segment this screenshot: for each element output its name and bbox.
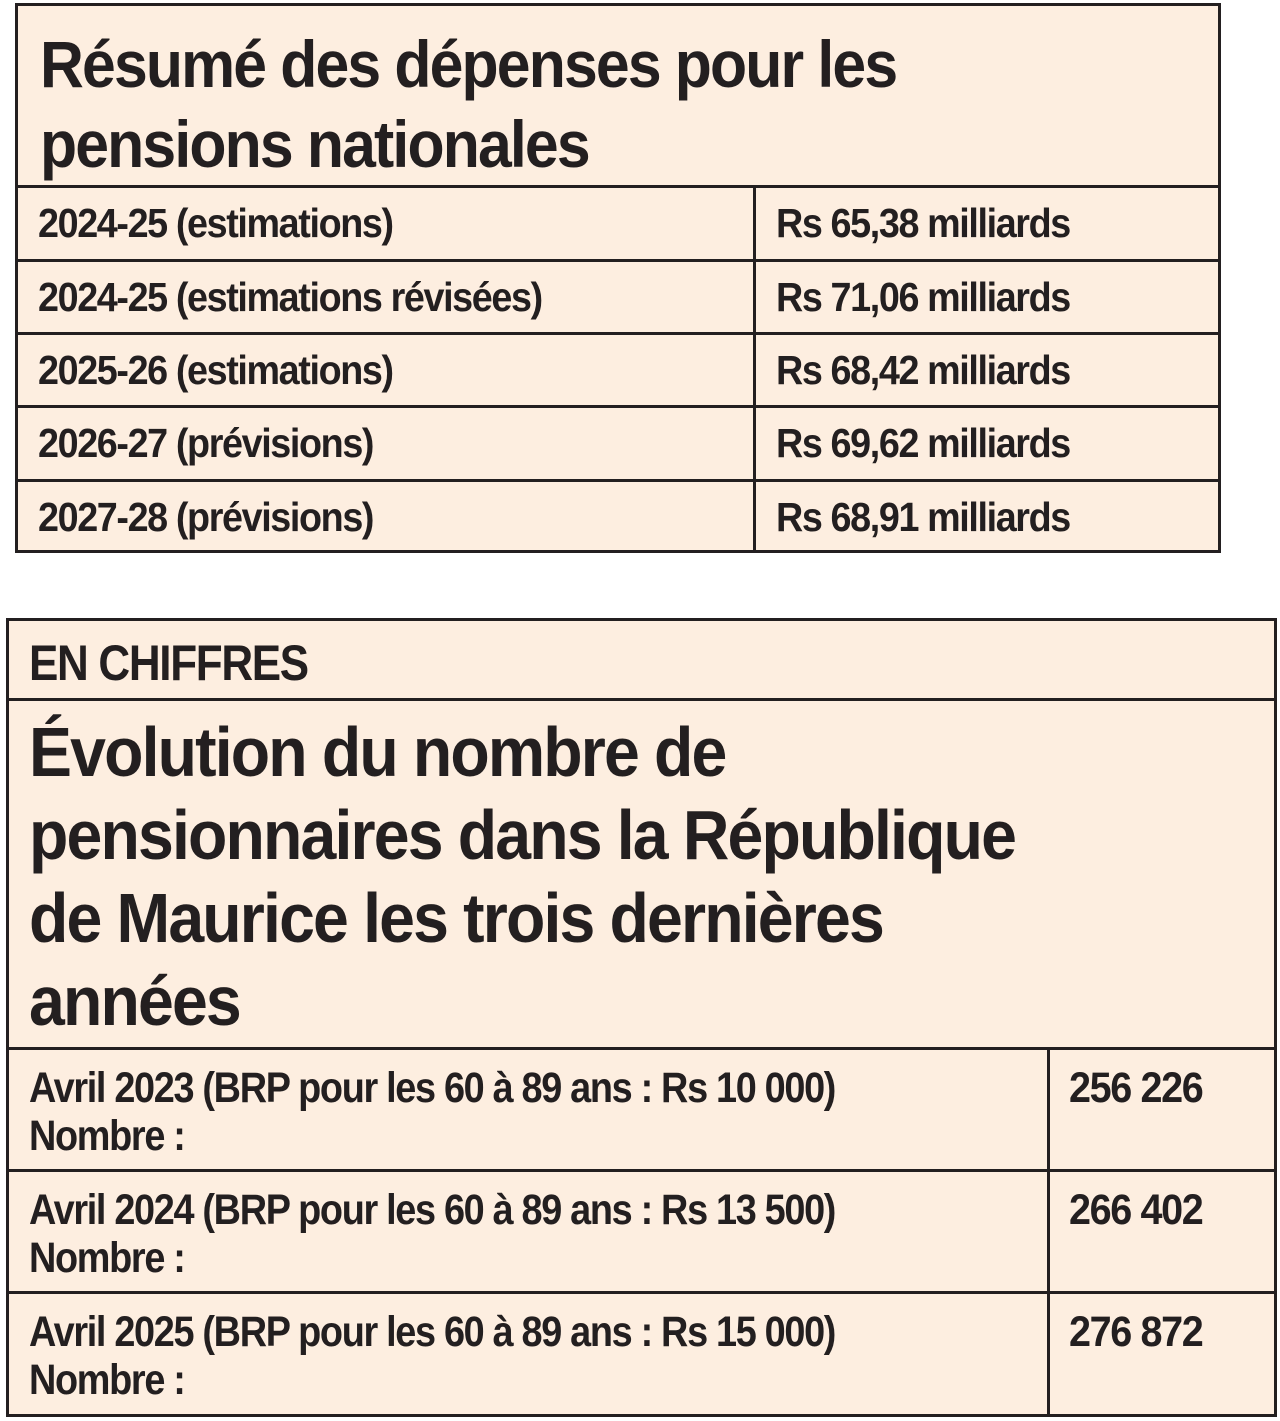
row-amount: Rs 68,91 milliards bbox=[776, 494, 1071, 540]
table-title: Évolution du nombre de pensionnaires dan… bbox=[29, 711, 1017, 1043]
table-title: Résumé des dépenses pour les pensions na… bbox=[40, 24, 898, 184]
column-divider bbox=[753, 188, 756, 550]
row-period: 2027-28 (prévisions) bbox=[38, 494, 374, 540]
row-description: Avril 2024 (BRP pour les 60 à 89 ans : R… bbox=[29, 1186, 836, 1234]
divider bbox=[18, 259, 1218, 262]
row-period: 2025-26 (estimations) bbox=[38, 347, 394, 393]
divider bbox=[9, 1291, 1274, 1294]
divider bbox=[18, 185, 1218, 188]
divider bbox=[9, 698, 1274, 701]
pensioners-table: EN CHIFFRES Évolution du nombre de pensi… bbox=[6, 618, 1277, 1417]
divider bbox=[18, 479, 1218, 482]
row-amount: Rs 69,62 milliards bbox=[776, 420, 1071, 466]
row-amount: Rs 65,38 milliards bbox=[776, 200, 1071, 246]
row-amount: Rs 68,42 milliards bbox=[776, 347, 1071, 393]
column-divider bbox=[1047, 1050, 1050, 1414]
divider bbox=[9, 1169, 1274, 1172]
row-value: 256 226 bbox=[1069, 1064, 1204, 1112]
row-description: Avril 2023 (BRP pour les 60 à 89 ans : R… bbox=[29, 1064, 836, 1112]
divider bbox=[9, 1047, 1274, 1050]
row-sublabel: Nombre : bbox=[29, 1356, 186, 1404]
divider bbox=[18, 405, 1218, 408]
row-period: 2026-27 (prévisions) bbox=[38, 420, 374, 466]
row-value: 266 402 bbox=[1069, 1186, 1204, 1234]
title-line: années bbox=[29, 962, 242, 1040]
divider bbox=[18, 332, 1218, 335]
title-line: Résumé des dépenses pour les bbox=[40, 27, 898, 101]
row-sublabel: Nombre : bbox=[29, 1234, 186, 1282]
row-value: 276 872 bbox=[1069, 1308, 1204, 1356]
row-period: 2024-25 (estimations révisées) bbox=[38, 274, 543, 320]
title-line: de Maurice les trois dernières bbox=[29, 879, 885, 957]
row-period: 2024-25 (estimations) bbox=[38, 200, 394, 246]
row-label: Avril 2023 (BRP pour les 60 à 89 ans : R… bbox=[29, 1064, 836, 1160]
pension-expenses-table: Résumé des dépenses pour les pensions na… bbox=[15, 3, 1221, 553]
row-sublabel: Nombre : bbox=[29, 1112, 186, 1160]
row-amount: Rs 71,06 milliards bbox=[776, 274, 1071, 320]
title-line: Évolution du nombre de bbox=[29, 713, 727, 791]
title-line: pensionnaires dans la République bbox=[29, 796, 1017, 874]
title-line: pensions nationales bbox=[40, 107, 591, 181]
row-label: Avril 2025 (BRP pour les 60 à 89 ans : R… bbox=[29, 1308, 836, 1404]
row-description: Avril 2025 (BRP pour les 60 à 89 ans : R… bbox=[29, 1308, 836, 1356]
row-label: Avril 2024 (BRP pour les 60 à 89 ans : R… bbox=[29, 1186, 836, 1282]
kicker: EN CHIFFRES bbox=[29, 635, 309, 691]
